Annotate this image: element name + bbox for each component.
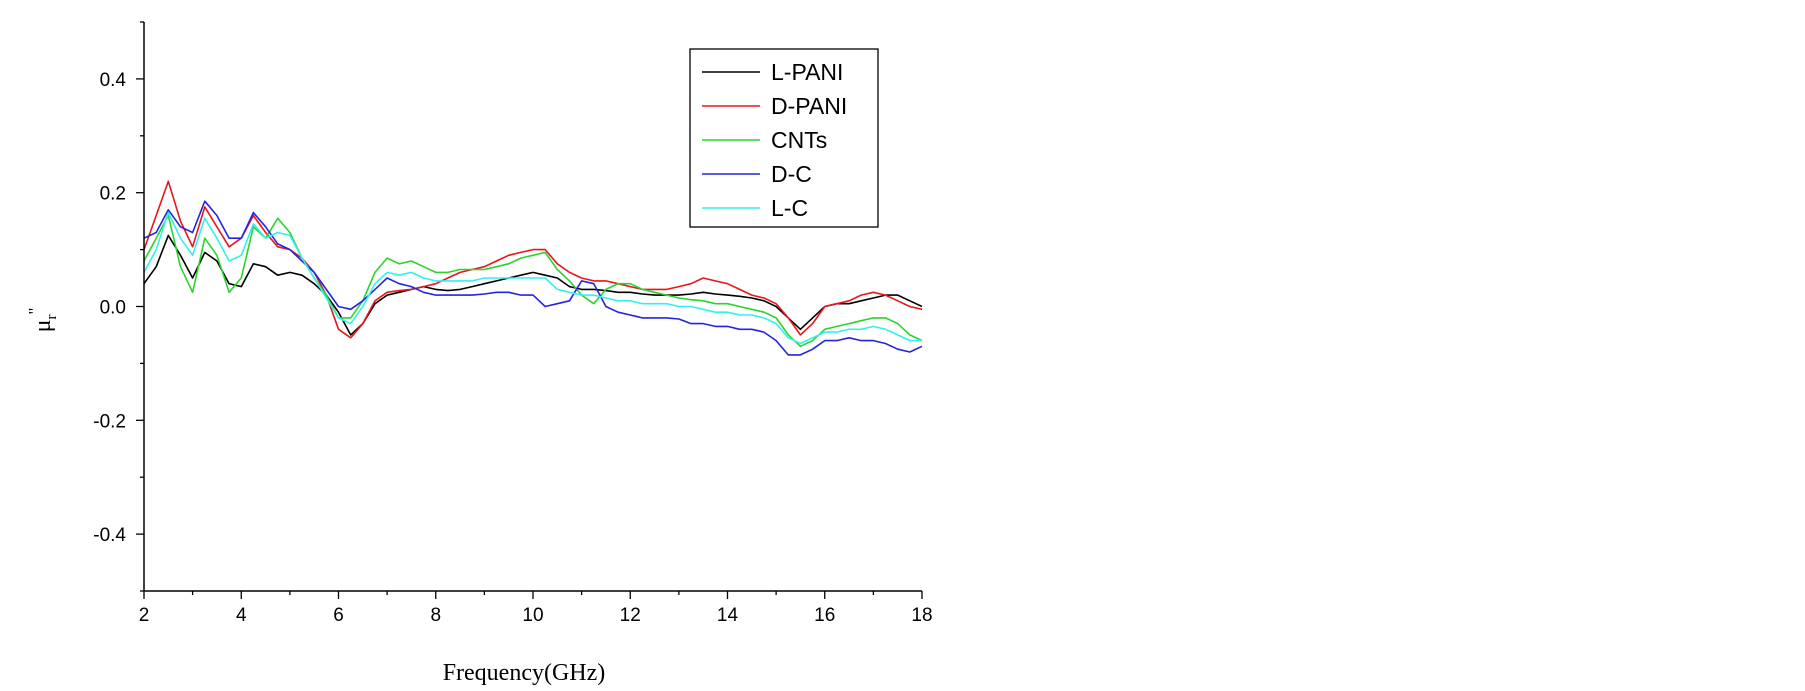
legend: L-PANI D-PANI CNTs D-C L-C: [689, 48, 879, 228]
legend-label: L-PANI: [771, 59, 843, 85]
x-tick-label: 2: [139, 605, 150, 626]
series-line-cnts: [143, 214, 923, 348]
legend-box: [689, 48, 879, 228]
legend-label: D-PANI: [771, 93, 847, 119]
series-layer: [143, 180, 923, 356]
x-tick-label: 4: [236, 605, 247, 626]
series-line-d-c: [143, 200, 923, 356]
y-axis-label-sub: r: [44, 315, 60, 320]
x-tick-label: 18: [911, 605, 932, 626]
y-tick-label: 0.0: [100, 298, 126, 319]
x-axis-label: Frequency(GHz): [443, 660, 606, 686]
x-tick-label: 10: [522, 605, 543, 626]
y-tick-label: -0.2: [93, 411, 126, 432]
y-axis-label: μr": [25, 308, 60, 333]
y-tick-label: -0.4: [93, 525, 126, 546]
y-tick-label: 0.4: [100, 70, 127, 91]
series-line-l-pani: [143, 234, 923, 336]
x-tick-label: 12: [620, 605, 641, 626]
x-tick-label: 16: [814, 605, 835, 626]
y-axis-label-main: μ: [30, 320, 56, 333]
legend-label: CNTs: [771, 127, 827, 153]
y-axis-label-sup: ": [25, 308, 44, 315]
legend-label: L-C: [771, 195, 808, 221]
x-tick-label: 14: [717, 605, 739, 626]
x-tick-label: 8: [430, 605, 441, 626]
legend-label: D-C: [771, 161, 812, 187]
axes: 2 4 6 8 10 12 14 16 18 -0.4 -0.2 0.0 0.2 0.4: [93, 21, 933, 626]
y-tick-label: 0.2: [100, 184, 126, 205]
series-line-l-c: [143, 211, 922, 345]
series-line-d-pani: [143, 180, 923, 339]
x-tick-label: 6: [333, 605, 344, 626]
